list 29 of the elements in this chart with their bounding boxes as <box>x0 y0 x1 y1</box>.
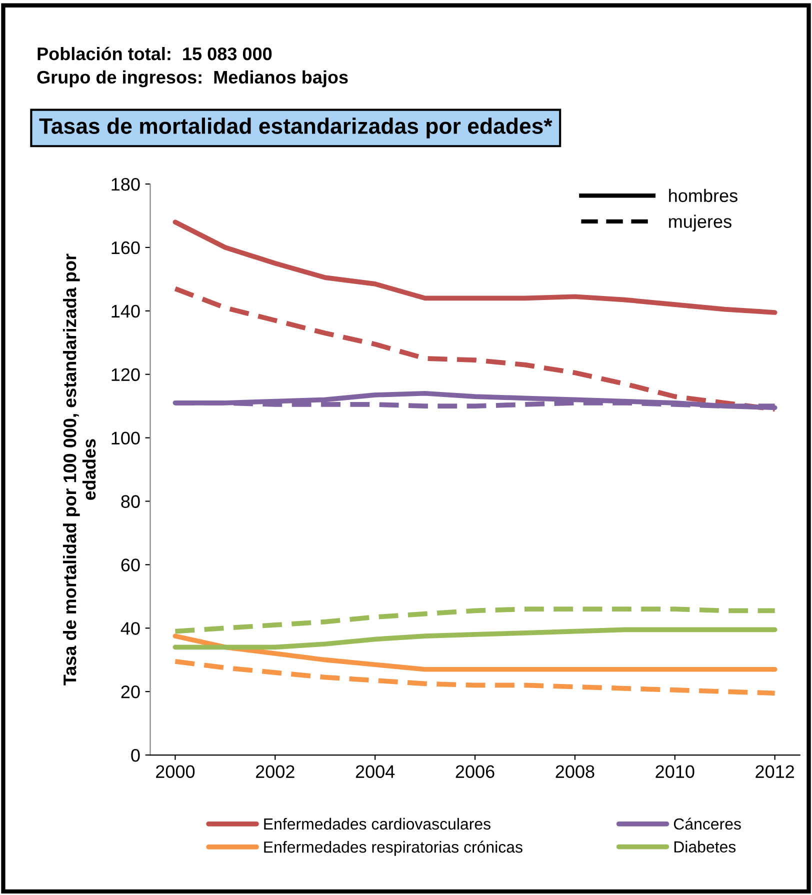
chart-subtitle: Población total: 15 083 000 Grupo de ingresos: Medianos bajos <box>37 46 348 88</box>
legend-label: Enfermedades respiratorias crónicas <box>264 840 522 856</box>
line-series <box>172 286 778 412</box>
y-tick-label: 100 <box>112 432 140 445</box>
y-tick-label: 120 <box>112 368 140 382</box>
legend-label: Diabetes <box>674 840 736 853</box>
legend-label: Enfermedades cardiovasculares <box>264 818 490 830</box>
x-tick-label: 2002 <box>256 765 294 778</box>
y-tick-label: 160 <box>112 241 140 254</box>
line-series <box>172 627 778 650</box>
y-axis-title: Tasa de mortalidad por 100 000, estandarizada por edades <box>62 254 96 686</box>
annotation: hombres <box>669 188 738 202</box>
annotation: mujeres <box>669 214 732 232</box>
y-tick-label: 140 <box>112 304 140 318</box>
y-tick-label: 80 <box>121 495 140 508</box>
y-tick-label: 40 <box>120 622 140 635</box>
y-tick-label: 0 <box>131 748 140 762</box>
y-tick-label: 20 <box>121 686 140 698</box>
chart-title: Tasas de mortalidad estandarizadas por edades* <box>39 118 552 138</box>
x-tick-label: 2004 <box>356 765 395 778</box>
x-tick-label: 2008 <box>556 765 594 778</box>
y-tick-label: 180 <box>112 178 140 191</box>
x-tick-label: 2000 <box>156 765 195 778</box>
x-tick-label: 2006 <box>456 765 494 778</box>
y-tick-label: 60 <box>121 558 140 572</box>
x-tick-label: 2010 <box>656 765 694 778</box>
legend-label: Cánceres <box>674 818 741 830</box>
line-series <box>172 634 778 672</box>
x-tick-label: 2012 <box>756 765 794 778</box>
